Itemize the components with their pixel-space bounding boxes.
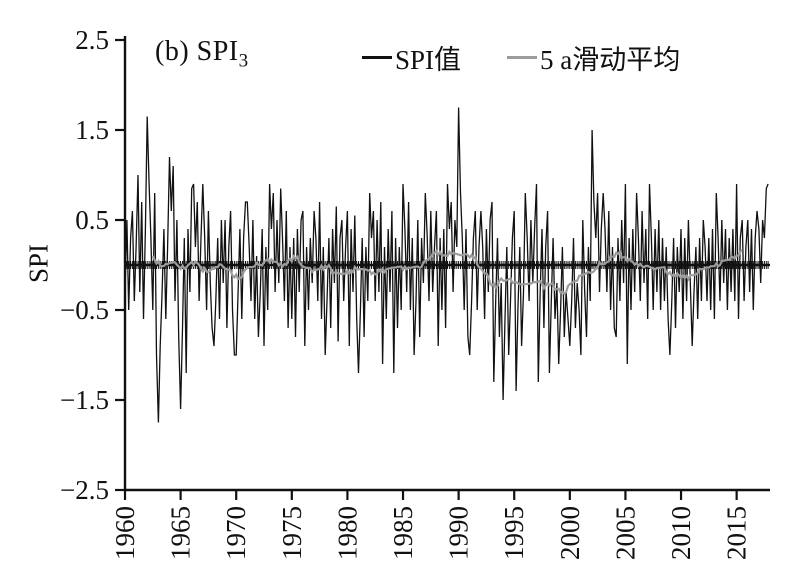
legend-label-moving-average: 5 a滑动平均 [540,45,681,75]
x-tick-label: 1995 [499,506,529,560]
y-tick-label: 2.5 [75,25,109,55]
x-tick-label: 1990 [444,506,474,560]
x-tick-label: 1975 [277,506,307,560]
y-axis-label: SPI [23,243,54,284]
y-tick-label: 1.5 [75,115,109,145]
chart-title: (b) SPI3 [155,36,249,73]
x-tick-label: 1970 [221,506,251,560]
y-tick-label: 0.5 [75,205,109,235]
x-tick-label: 2000 [555,506,585,560]
x-tick-label: 2015 [722,506,752,560]
y-tick-label: −2.5 [60,475,109,505]
x-tick-label: 1985 [388,506,418,560]
chart-legend: SPI值 5 a滑动平均 [362,38,680,77]
x-tick-label: 1965 [166,506,196,560]
chart-title-subscript: 3 [238,50,249,72]
legend-label-spi: SPI值 [395,45,462,75]
x-tick-label: 1960 [110,506,140,560]
chart-title-text: (b) SPI [155,36,239,67]
x-tick-label: 2010 [666,506,696,560]
legend-item-moving-average: 5 a滑动平均 [507,38,680,77]
moving-average-line [151,249,743,296]
y-tick-label: −0.5 [60,295,109,325]
moving-average-swatch-icon [507,56,538,59]
legend-item-spi: SPI值 [362,38,461,77]
x-tick-label: 2005 [610,506,640,560]
spi-line-swatch-icon [362,56,392,59]
y-tick-label: −1.5 [60,385,109,415]
x-tick-label: 1980 [332,506,362,560]
